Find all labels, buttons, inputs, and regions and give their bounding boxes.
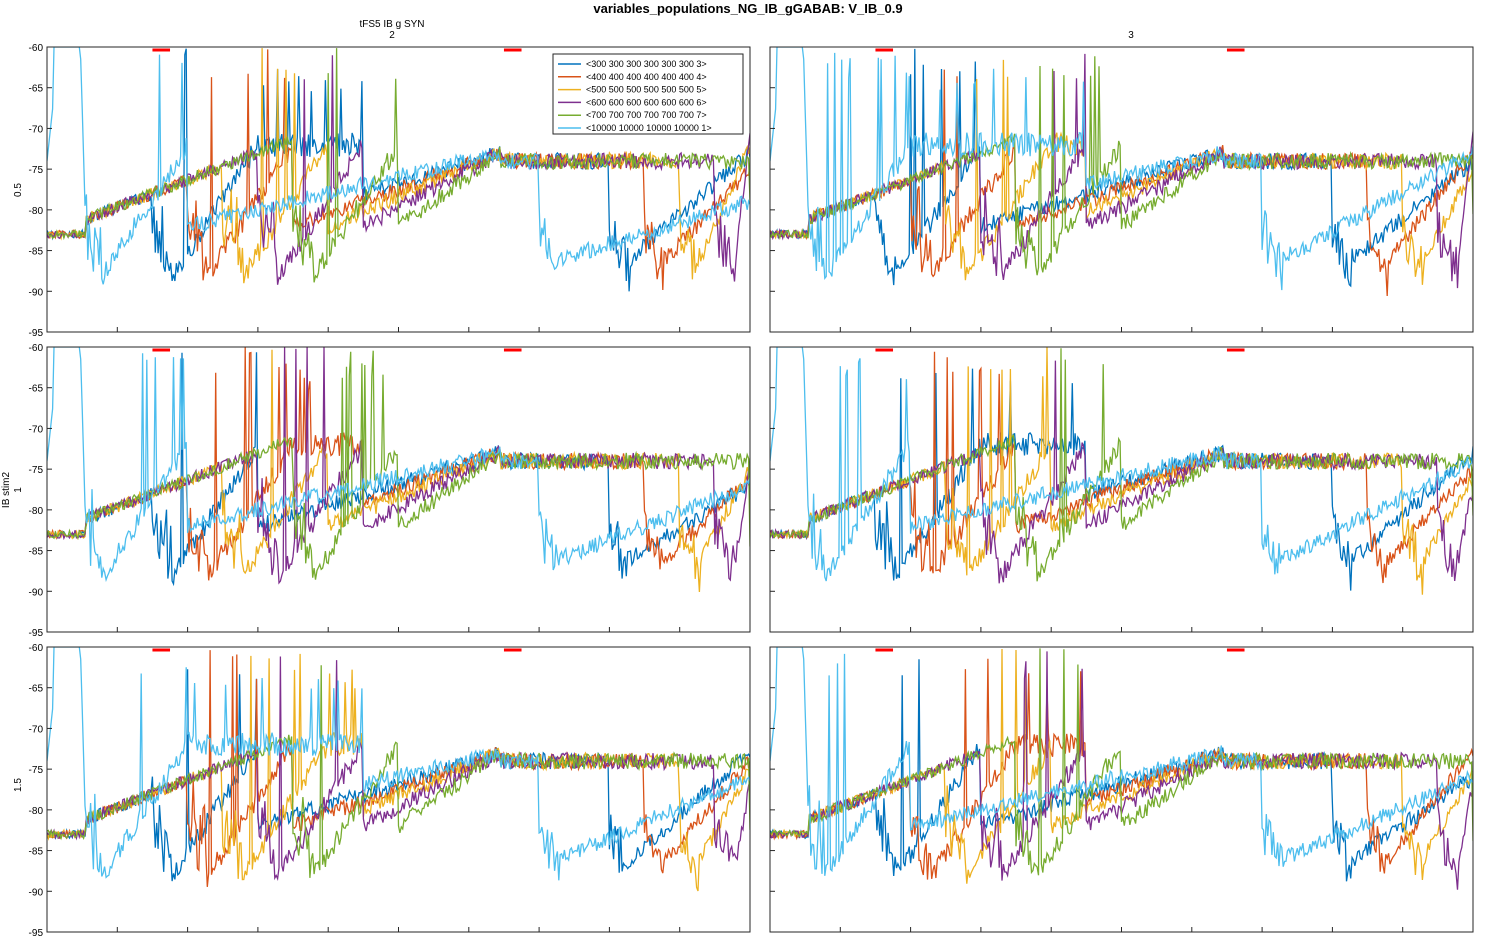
- series-line: [47, 647, 750, 881]
- y-tick-label: -60: [29, 343, 44, 354]
- panel-background: [47, 347, 750, 632]
- panel: 0200400600800100012001400160018002000: [769, 646, 1474, 933]
- series-line: [47, 48, 750, 283]
- y-tick-label: -70: [29, 724, 44, 735]
- legend-entry: <400 400 400 400 400 400 4>: [586, 72, 707, 82]
- y-tick-label: -70: [29, 424, 44, 435]
- series-line: [47, 352, 750, 587]
- column-group-label: tFS5 IB g SYN: [359, 19, 424, 30]
- y-tick-label: -60: [29, 43, 44, 54]
- series-group: [770, 47, 1473, 297]
- series-line: [47, 347, 750, 583]
- series-line: [47, 669, 750, 882]
- y-tick-label: -75: [29, 165, 44, 176]
- panel: -95 -90 -85 -80 -75 -70 -65 -60: [29, 343, 751, 639]
- series-line: [770, 347, 1473, 582]
- y-tick-label: -90: [29, 287, 44, 298]
- series-line: [47, 48, 750, 292]
- y-tick-label: -70: [29, 124, 44, 135]
- y-tick-label: -90: [29, 887, 44, 898]
- y-tick-label: -90: [29, 587, 44, 598]
- panel: [769, 46, 1474, 333]
- series-line: [770, 647, 1473, 876]
- y-tick-label: -60: [29, 643, 44, 654]
- panel: [769, 346, 1474, 633]
- legend-entry: <700 700 700 700 700 700 7>: [586, 110, 707, 120]
- panel: 0200400600800100012001400160018002000-95…: [29, 643, 751, 938]
- legend: <300 300 300 300 300 300 3> <400 400 400 …: [552, 53, 744, 135]
- y-tick-label: -85: [29, 247, 44, 258]
- y-tick-label: -85: [29, 847, 44, 858]
- y-tick-label: -75: [29, 765, 44, 776]
- legend-entry: <300 300 300 300 300 300 3>: [586, 59, 707, 69]
- y-tick-label: -80: [29, 506, 44, 517]
- legend-entry: <600 600 600 600 600 600 6>: [586, 97, 707, 107]
- figure-title: variables_populations_NG_IB_gGABAB: V_IB…: [593, 1, 902, 16]
- panel: -95 -90 -85 -80 -75 -70 -65 -60 <300 300 300 300…: [29, 43, 751, 339]
- row-label-2: 1: [13, 487, 24, 493]
- y-tick-label: -95: [29, 328, 44, 339]
- series-line: [47, 350, 750, 580]
- series-line: [770, 659, 1473, 882]
- y-tick-label: -75: [29, 465, 44, 476]
- y-tick-label: -80: [29, 206, 44, 217]
- y-tick-label: -65: [29, 684, 44, 695]
- panel-grid: -95 -90 -85 -80 -75 -70 -65 -60 <300 300 300 300…: [29, 43, 1474, 938]
- column-label-2: 3: [1128, 30, 1134, 41]
- series-line: [770, 48, 1473, 288]
- series-group: [47, 347, 750, 593]
- column-label-1: 2: [389, 30, 395, 41]
- y-tick-label: -80: [29, 806, 44, 817]
- series-group: [47, 47, 750, 292]
- row-label-1: 0.5: [13, 183, 24, 197]
- row-label-3: 1.5: [13, 778, 24, 792]
- y-tick-label: -95: [29, 628, 44, 639]
- y-tick-label: -95: [29, 928, 44, 938]
- series-group: [47, 647, 750, 892]
- legend-entry: <500 500 500 500 500 500 5>: [586, 85, 707, 95]
- y-tick-label: -85: [29, 547, 44, 558]
- legend-box: [552, 53, 744, 135]
- series-group: [770, 647, 1473, 890]
- series-line: [770, 368, 1473, 591]
- legend-entry: <10000 10000 10000 10000 1>: [586, 123, 712, 133]
- y-tick-label: -65: [29, 84, 44, 95]
- series-group: [770, 347, 1473, 595]
- y-tick-label: -65: [29, 384, 44, 395]
- series-line: [47, 665, 750, 878]
- series-line: [47, 47, 750, 285]
- series-line: [770, 47, 1473, 291]
- row-group-label: IB stim2: [1, 472, 12, 509]
